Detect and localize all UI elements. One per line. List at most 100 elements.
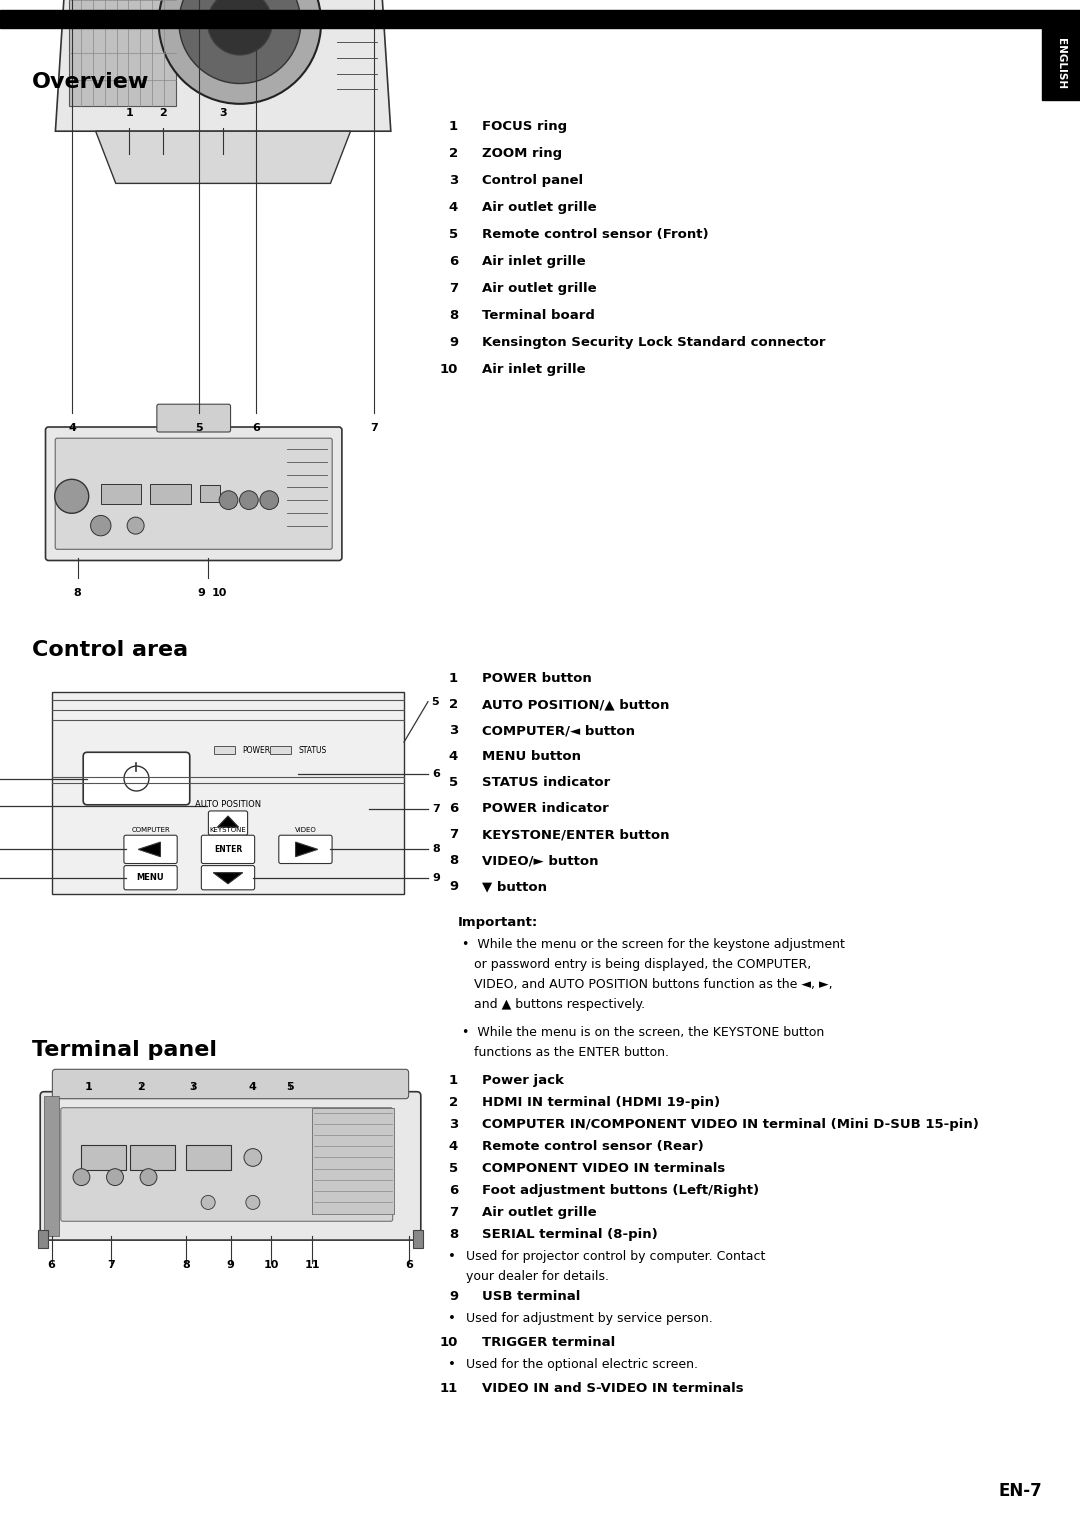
Bar — [214, 746, 235, 755]
Bar — [38, 1230, 49, 1248]
Polygon shape — [96, 131, 351, 183]
Text: 7: 7 — [107, 1261, 116, 1270]
Text: POWER: POWER — [242, 746, 270, 755]
Text: 1: 1 — [449, 1074, 458, 1086]
FancyBboxPatch shape — [201, 836, 255, 863]
Text: •: • — [448, 1250, 456, 1264]
Text: TRIGGER terminal: TRIGGER terminal — [482, 1335, 616, 1349]
Text: 10: 10 — [264, 1261, 279, 1270]
Text: 8: 8 — [73, 587, 81, 597]
Text: EN-7: EN-7 — [998, 1482, 1042, 1500]
Text: 8: 8 — [181, 1261, 190, 1270]
FancyBboxPatch shape — [52, 1070, 408, 1099]
Text: 5: 5 — [449, 228, 458, 241]
Text: functions as the ENTER button.: functions as the ENTER button. — [462, 1047, 669, 1059]
Text: ENTER: ENTER — [214, 845, 242, 854]
Text: 6: 6 — [252, 423, 260, 432]
Text: ZOOM ring: ZOOM ring — [482, 147, 562, 160]
Text: POWER indicator: POWER indicator — [482, 802, 609, 814]
Text: 1: 1 — [449, 121, 458, 133]
Text: ENGLISH: ENGLISH — [1056, 38, 1066, 90]
Circle shape — [260, 490, 279, 509]
Circle shape — [201, 1195, 215, 1210]
Text: 3: 3 — [219, 108, 227, 118]
Text: VIDEO, and AUTO POSITION buttons function as the ◄, ►,: VIDEO, and AUTO POSITION buttons functio… — [462, 978, 833, 992]
Text: 2: 2 — [137, 1082, 145, 1093]
Bar — [130, 1144, 175, 1170]
FancyBboxPatch shape — [55, 439, 333, 549]
Bar — [270, 746, 292, 755]
Text: Air inlet grille: Air inlet grille — [482, 364, 585, 376]
Polygon shape — [138, 842, 161, 857]
Text: 7: 7 — [370, 423, 378, 432]
Text: 10: 10 — [440, 364, 458, 376]
Text: FOCUS ring: FOCUS ring — [482, 121, 567, 133]
Text: 7: 7 — [449, 283, 458, 295]
Text: Kensington Security Lock Standard connector: Kensington Security Lock Standard connec… — [482, 336, 825, 348]
Bar — [312, 1108, 394, 1213]
Text: Used for the optional electric screen.: Used for the optional electric screen. — [465, 1358, 698, 1371]
Text: MENU: MENU — [137, 872, 164, 882]
Text: 3: 3 — [449, 724, 458, 736]
Text: COMPUTER IN/COMPONENT VIDEO IN terminal (Mini D-SUB 15-pin): COMPUTER IN/COMPONENT VIDEO IN terminal … — [482, 1118, 978, 1131]
Text: VIDEO/► button: VIDEO/► button — [482, 854, 598, 866]
Polygon shape — [296, 842, 318, 857]
Bar — [69, 0, 176, 105]
Text: Remote control sensor (Front): Remote control sensor (Front) — [482, 228, 708, 241]
Bar — [44, 1096, 59, 1236]
Text: 9: 9 — [449, 880, 458, 892]
Text: Terminal board: Terminal board — [482, 309, 595, 322]
Text: STATUS: STATUS — [298, 746, 326, 755]
Text: 8: 8 — [432, 845, 440, 854]
Circle shape — [244, 1149, 261, 1166]
Text: 4: 4 — [68, 423, 76, 432]
Text: Foot adjustment buttons (Left/Right): Foot adjustment buttons (Left/Right) — [482, 1184, 759, 1196]
FancyBboxPatch shape — [279, 836, 332, 863]
Text: and ▲ buttons respectively.: and ▲ buttons respectively. — [462, 998, 645, 1012]
Polygon shape — [217, 816, 239, 827]
Circle shape — [73, 1169, 90, 1186]
Text: Important:: Important: — [458, 915, 538, 929]
Text: 9: 9 — [198, 587, 205, 597]
Text: MENU button: MENU button — [482, 750, 581, 762]
Text: SERIAL terminal (8-pin): SERIAL terminal (8-pin) — [482, 1229, 658, 1241]
Text: 3: 3 — [449, 1118, 458, 1131]
Text: 11: 11 — [440, 1381, 458, 1395]
Text: Power jack: Power jack — [482, 1074, 564, 1086]
Circle shape — [55, 480, 89, 513]
Text: AUTO POSITION: AUTO POSITION — [194, 799, 261, 808]
Text: Overview: Overview — [32, 72, 149, 92]
Text: 10: 10 — [212, 587, 227, 597]
Text: 8: 8 — [449, 1229, 458, 1241]
Text: 5: 5 — [195, 423, 203, 432]
Text: 7: 7 — [432, 804, 440, 814]
Text: 5: 5 — [431, 697, 438, 706]
Text: 6: 6 — [449, 802, 458, 814]
Text: Air outlet grille: Air outlet grille — [482, 1206, 596, 1219]
Text: KEYSTONE/ENTER button: KEYSTONE/ENTER button — [482, 828, 670, 840]
Text: 3: 3 — [189, 1082, 197, 1093]
Text: 7: 7 — [449, 828, 458, 840]
Text: COMPONENT VIDEO IN terminals: COMPONENT VIDEO IN terminals — [482, 1161, 726, 1175]
Text: 2: 2 — [449, 698, 458, 711]
Bar — [52, 692, 404, 894]
Text: 5: 5 — [286, 1082, 294, 1093]
Bar — [200, 486, 220, 503]
Text: •  While the menu or the screen for the keystone adjustment: • While the menu or the screen for the k… — [462, 938, 845, 950]
Circle shape — [107, 1169, 123, 1186]
Text: 9: 9 — [227, 1261, 234, 1270]
Text: VIDEO: VIDEO — [295, 827, 316, 833]
Text: 5: 5 — [449, 1161, 458, 1175]
Text: 2: 2 — [449, 1096, 458, 1109]
Text: 9: 9 — [449, 336, 458, 348]
Text: Control panel: Control panel — [482, 174, 583, 186]
Text: your dealer for details.: your dealer for details. — [465, 1270, 609, 1284]
Text: 9: 9 — [449, 1290, 458, 1302]
Text: •: • — [448, 1358, 456, 1371]
Text: •: • — [448, 1311, 456, 1325]
FancyBboxPatch shape — [157, 405, 230, 432]
FancyBboxPatch shape — [45, 426, 342, 561]
Bar — [100, 483, 141, 504]
Text: Remote control sensor (Rear): Remote control sensor (Rear) — [482, 1140, 704, 1154]
Text: or password entry is being displayed, the COMPUTER,: or password entry is being displayed, th… — [462, 958, 811, 970]
